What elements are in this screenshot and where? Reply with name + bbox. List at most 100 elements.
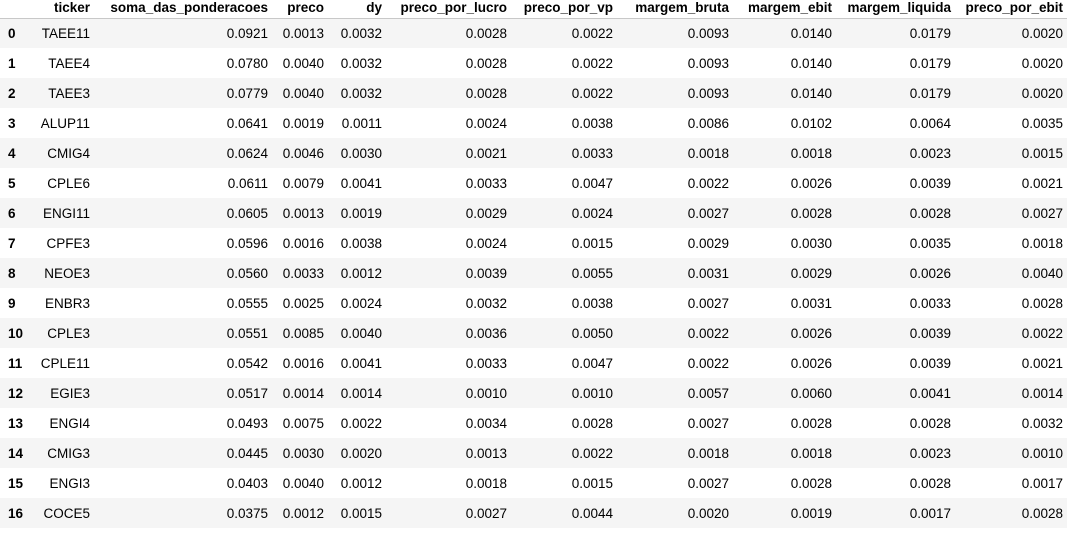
cell-preco: 0.0025	[282, 295, 324, 311]
cell-soma-das-ponderacoes: 0.0517	[226, 385, 268, 401]
header-row: ticker soma_das_ponderacoes preco dy preco_p…	[0, 0, 1067, 19]
cell-ticker: TAEE4	[48, 55, 90, 71]
cell-preco-por-lucro: 0.0018	[465, 475, 507, 491]
cell-preco-por-lucro: 0.0027	[465, 505, 507, 521]
cell-preco-por-ebit: 0.0015	[1021, 145, 1063, 161]
cell-margem-bruta: 0.0093	[687, 25, 729, 41]
cell-soma-das-ponderacoes: 0.0611	[227, 175, 268, 191]
cell-preco-por-vp: 0.0022	[571, 55, 613, 71]
row-index: 7	[8, 235, 16, 251]
cell-ticker: CPLE3	[47, 325, 90, 341]
cell-margem-bruta: 0.0027	[687, 415, 729, 431]
cell-margem-bruta: 0.0086	[687, 115, 729, 131]
cell-dy: 0.0011	[341, 115, 382, 131]
cell-preco-por-ebit: 0.0028	[1021, 505, 1063, 521]
cell-margem-ebit: 0.0029	[790, 265, 832, 281]
cell-ticker: TAEE3	[48, 85, 90, 101]
cell-dy: 0.0041	[340, 175, 382, 191]
cell-preco: 0.0019	[282, 115, 324, 131]
cell-margem-ebit: 0.0028	[790, 205, 832, 221]
row-index: 1	[8, 55, 16, 71]
cell-soma-das-ponderacoes: 0.0780	[226, 55, 268, 71]
row-index: 13	[8, 415, 24, 431]
cell-margem-ebit: 0.0030	[790, 235, 832, 251]
cell-margem-liquida: 0.0035	[909, 235, 951, 251]
cell-soma-das-ponderacoes: 0.0641	[226, 115, 268, 131]
table-row: 6 ENGI11 0.0605 0.0013 0.0019 0.0029 0.0024 0.0…	[0, 198, 1067, 228]
cell-preco-por-lucro: 0.0036	[465, 325, 507, 341]
row-index: 12	[8, 385, 24, 401]
cell-preco: 0.0033	[282, 265, 324, 281]
cell-ticker: ALUP11	[40, 115, 90, 131]
cell-preco-por-lucro: 0.0032	[465, 295, 507, 311]
cell-soma-das-ponderacoes: 0.0375	[226, 505, 268, 521]
cell-preco: 0.0012	[282, 505, 324, 521]
cell-preco-por-lucro: 0.0010	[465, 385, 507, 401]
cell-dy: 0.0019	[340, 205, 382, 221]
cell-margem-liquida: 0.0064	[909, 115, 951, 131]
cell-preco-por-vp: 0.0044	[571, 505, 613, 521]
table-row: 10 CPLE3 0.0551 0.0085 0.0040 0.0036 0.0050 0.0…	[0, 318, 1067, 348]
row-index: 16	[8, 505, 24, 521]
cell-preco-por-lucro: 0.0033	[465, 355, 507, 371]
cell-preco-por-ebit: 0.0022	[1021, 325, 1063, 341]
row-index: 5	[8, 175, 16, 191]
cell-preco-por-lucro: 0.0039	[465, 265, 507, 281]
cell-preco-por-ebit: 0.0020	[1021, 55, 1063, 71]
cell-margem-bruta: 0.0022	[687, 355, 729, 371]
table-row: 12 EGIE3 0.0517 0.0014 0.0014 0.0010 0.0010 0.0…	[0, 378, 1067, 408]
cell-preco: 0.0040	[282, 85, 324, 101]
row-index: 6	[8, 205, 16, 221]
cell-soma-das-ponderacoes: 0.0403	[226, 475, 268, 491]
cell-margem-ebit: 0.0019	[790, 505, 832, 521]
column-header-margem-ebit: margem_ebit	[733, 0, 836, 19]
cell-ticker: CPLE11	[40, 355, 90, 371]
cell-soma-das-ponderacoes: 0.0596	[226, 235, 268, 251]
cell-preco-por-vp: 0.0055	[571, 265, 613, 281]
cell-preco-por-vp: 0.0047	[571, 355, 613, 371]
cell-margem-bruta: 0.0027	[687, 295, 729, 311]
cell-preco-por-vp: 0.0024	[571, 205, 613, 221]
cell-dy: 0.0014	[340, 385, 382, 401]
cell-margem-bruta: 0.0022	[687, 325, 729, 341]
cell-margem-liquida: 0.0028	[909, 475, 951, 491]
cell-dy: 0.0022	[340, 415, 382, 431]
cell-preco: 0.0085	[282, 325, 324, 341]
row-index: 3	[8, 115, 16, 131]
cell-soma-das-ponderacoes: 0.0493	[226, 415, 268, 431]
cell-preco-por-lucro: 0.0028	[465, 25, 507, 41]
table-row: 8 NEOE3 0.0560 0.0033 0.0012 0.0039 0.0055 0.00…	[0, 258, 1067, 288]
table-row: 14 CMIG3 0.0445 0.0030 0.0020 0.0013 0.0022 0.0…	[0, 438, 1067, 468]
cell-dy: 0.0012	[340, 475, 382, 491]
cell-preco-por-lucro: 0.0033	[465, 175, 507, 191]
cell-dy: 0.0024	[340, 295, 382, 311]
cell-preco-por-ebit: 0.0035	[1021, 115, 1063, 131]
column-header-preco-por-ebit: preco_por_ebit	[955, 0, 1067, 19]
column-header-preco-por-lucro: preco_por_lucro	[386, 0, 511, 19]
table-row: 4 CMIG4 0.0624 0.0046 0.0030 0.0021 0.0033 0.00…	[0, 138, 1067, 168]
cell-margem-bruta: 0.0093	[687, 85, 729, 101]
cell-ticker: EGIE3	[50, 385, 90, 401]
row-index: 10	[8, 325, 24, 341]
row-index: 0	[8, 25, 16, 41]
cell-preco-por-vp: 0.0022	[571, 445, 613, 461]
cell-preco-por-vp: 0.0050	[571, 325, 613, 341]
cell-margem-bruta: 0.0027	[687, 475, 729, 491]
cell-preco-por-lucro: 0.0028	[465, 85, 507, 101]
cell-margem-ebit: 0.0140	[790, 55, 832, 71]
cell-margem-bruta: 0.0057	[687, 385, 729, 401]
cell-preco-por-ebit: 0.0032	[1021, 415, 1063, 431]
cell-soma-das-ponderacoes: 0.0605	[226, 205, 268, 221]
cell-dy: 0.0032	[340, 55, 382, 71]
cell-margem-liquida: 0.0026	[909, 265, 951, 281]
table-row: 3 ALUP11 0.0641 0.0019 0.0011 0.0024 0.0038 0.0…	[0, 108, 1067, 138]
cell-preco-por-ebit: 0.0020	[1021, 85, 1063, 101]
column-header-preco: preco	[272, 0, 328, 19]
cell-preco-por-ebit: 0.0018	[1021, 235, 1063, 251]
cell-margem-bruta: 0.0027	[687, 205, 729, 221]
row-index: 4	[8, 145, 16, 161]
table-row: 9 ENBR3 0.0555 0.0025 0.0024 0.0032 0.0038 0.00…	[0, 288, 1067, 318]
cell-preco-por-ebit: 0.0040	[1021, 265, 1063, 281]
cell-ticker: ENGI4	[49, 415, 90, 431]
